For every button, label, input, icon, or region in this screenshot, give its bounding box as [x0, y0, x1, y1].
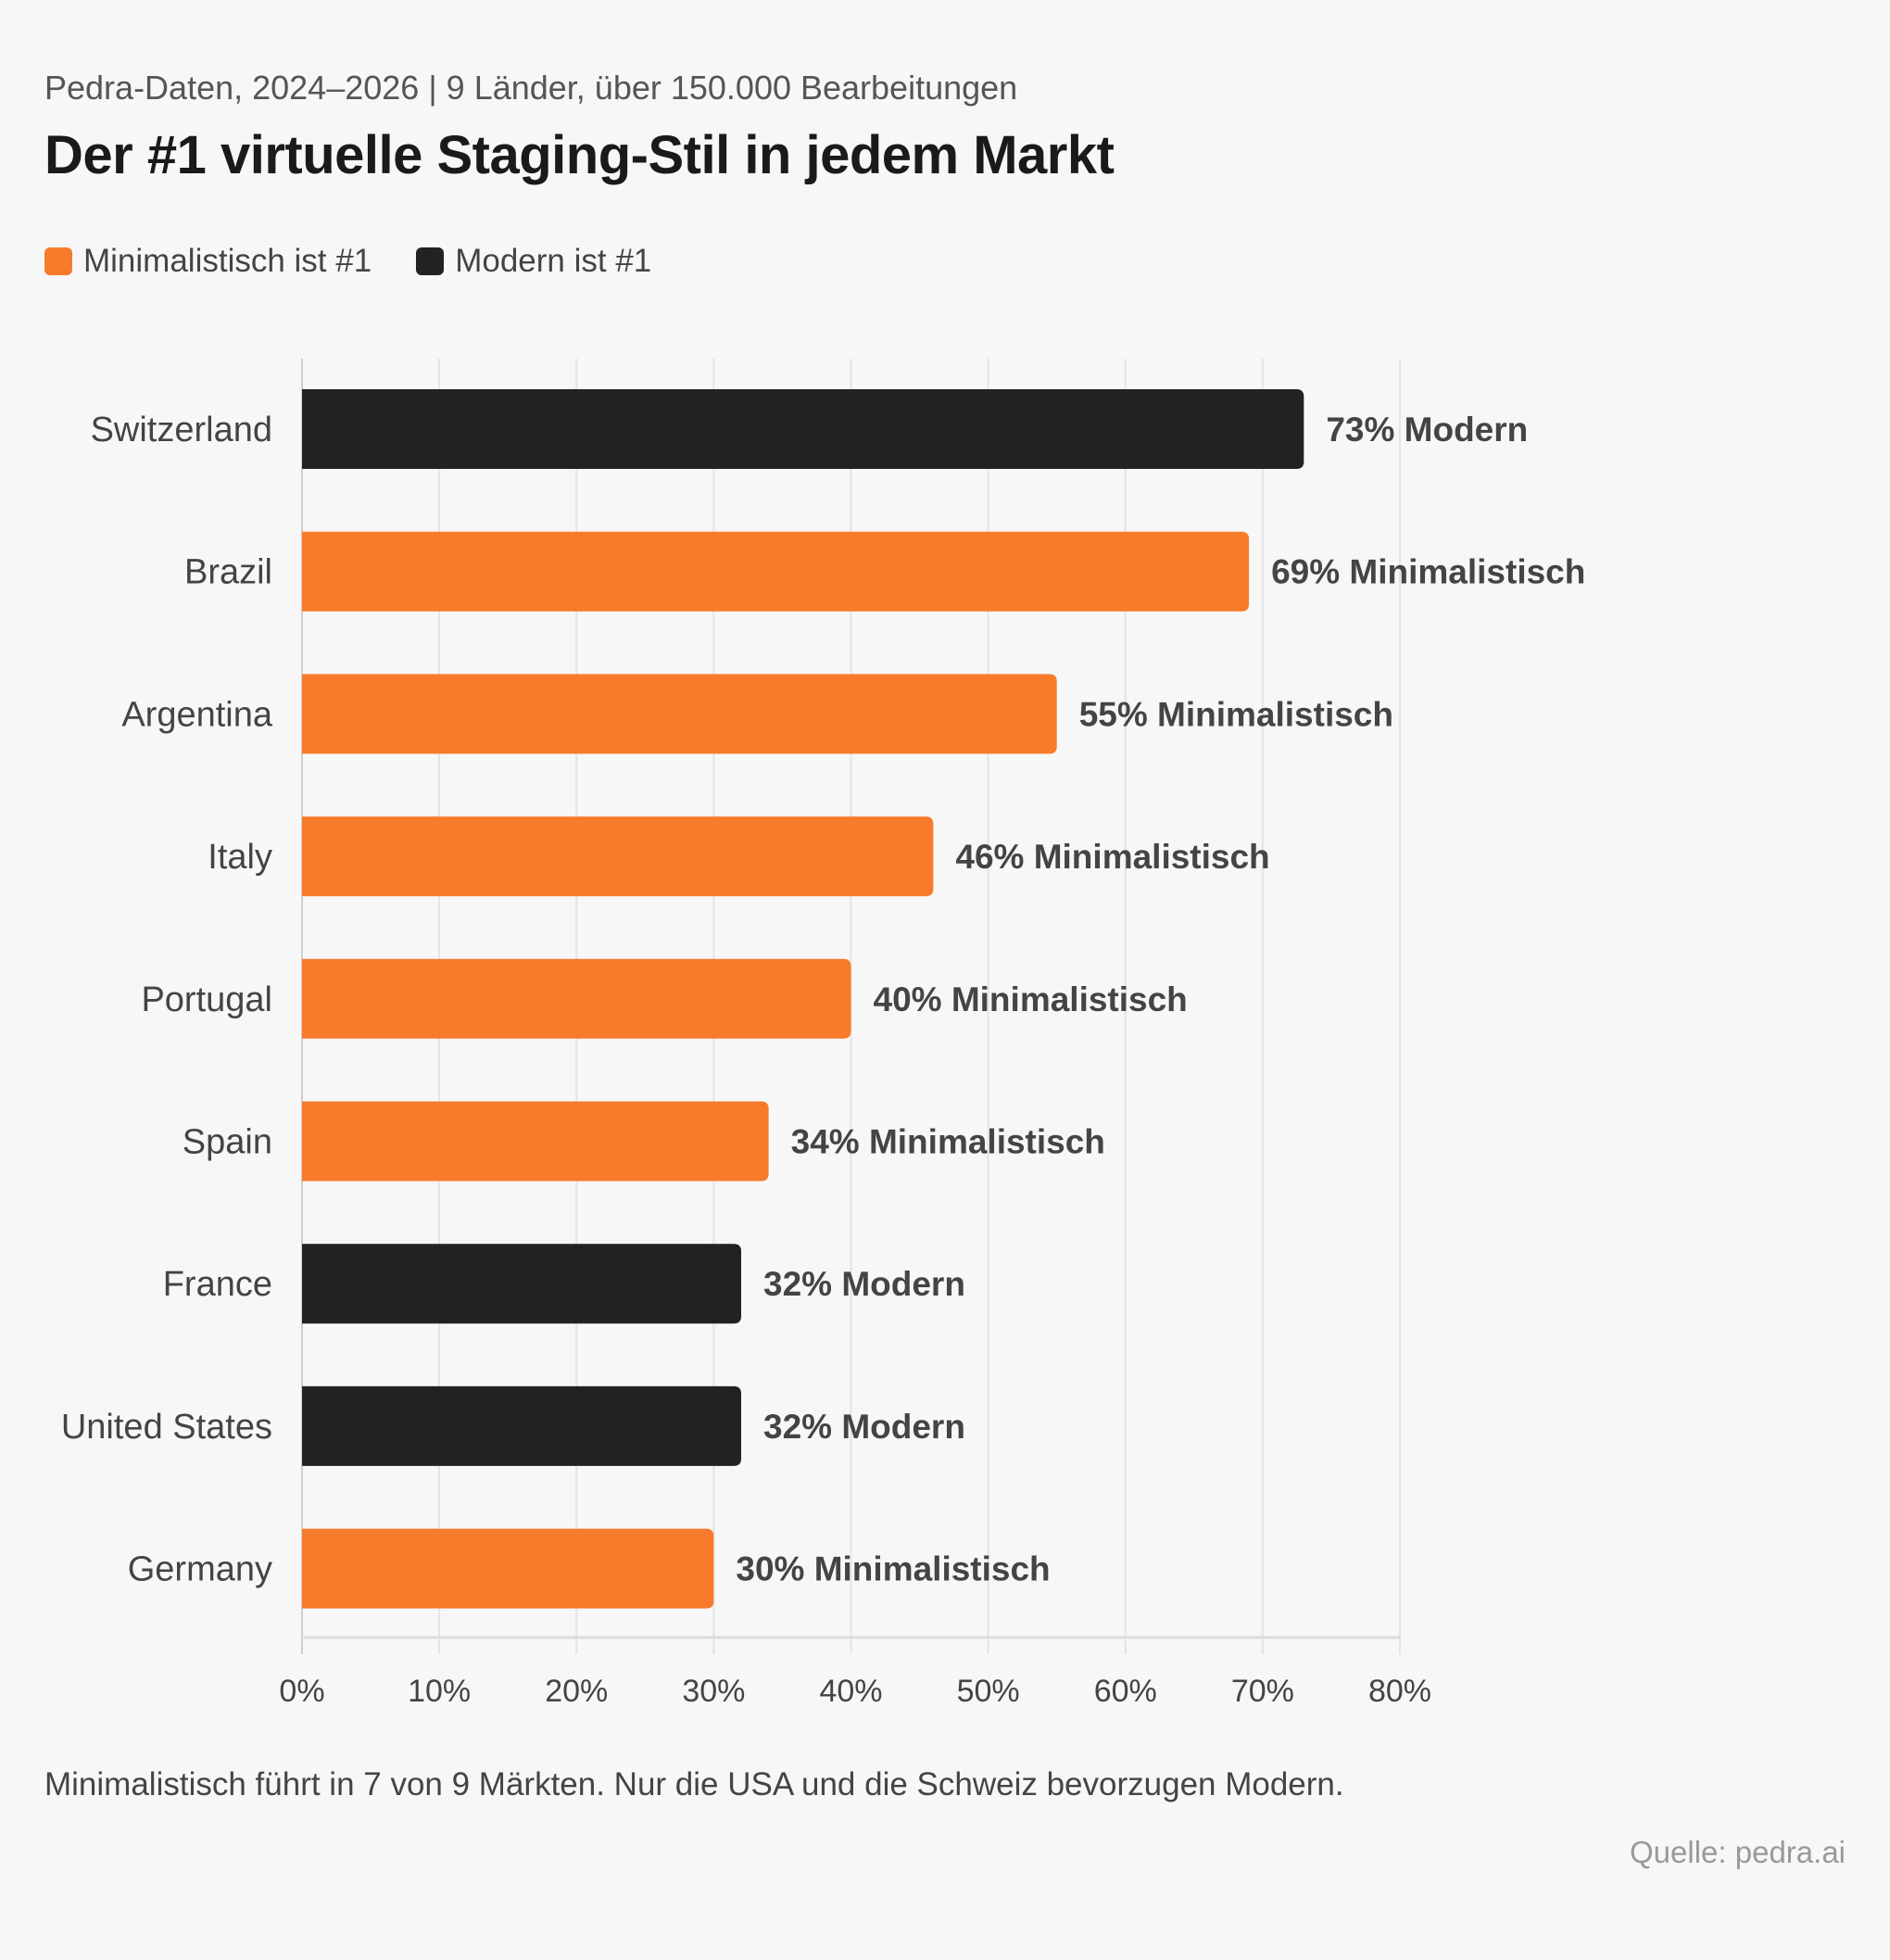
bar-spain	[302, 1101, 769, 1182]
data-label: 40% Minimalistisch	[874, 980, 1188, 1018]
data-label: 30% Minimalistisch	[736, 1550, 1050, 1588]
bar-portugal	[302, 958, 851, 1039]
data-label: 32% Modern	[763, 1408, 965, 1446]
x-tick-label: 50%	[957, 1674, 1020, 1709]
chart-footnote: Minimalistisch führt in 7 von 9 Märkten.…	[44, 1766, 1344, 1802]
x-tick-label: 30%	[682, 1674, 745, 1709]
chart-title: Der #1 virtuelle Staging-Stil in jedem M…	[44, 125, 1115, 185]
data-label: 32% Modern	[763, 1265, 965, 1303]
x-tick-label: 0%	[279, 1674, 324, 1709]
legend-item-modern: Modern ist #1	[416, 243, 651, 280]
category-label: France	[163, 1265, 272, 1304]
category-label: Switzerland	[91, 411, 272, 449]
x-tick-label: 40%	[819, 1674, 882, 1709]
bar-united-states	[302, 1385, 741, 1466]
legend-swatch-modern	[416, 247, 445, 275]
x-tick-label: 10%	[408, 1674, 471, 1709]
chart-source: Quelle: pedra.ai	[1630, 1835, 1846, 1869]
x-tick-label: 20%	[545, 1674, 608, 1709]
x-tick-label: 60%	[1094, 1674, 1157, 1709]
data-label: 55% Minimalistisch	[1079, 695, 1393, 733]
data-label: 73% Modern	[1326, 411, 1528, 449]
chart-subtitle: Pedra-Daten, 2024–2026 | 9 Länder, über …	[44, 69, 1018, 107]
x-tick-label: 70%	[1231, 1674, 1294, 1709]
x-tick-label: 80%	[1368, 1674, 1431, 1709]
legend-label: Modern ist #1	[455, 243, 652, 279]
legend-item-minimalistisch: Minimalistisch ist #1	[44, 243, 372, 280]
legend-label: Minimalistisch ist #1	[83, 243, 372, 279]
category-label: Italy	[208, 838, 272, 877]
bar-france	[302, 1244, 741, 1324]
bar-italy	[302, 816, 934, 897]
category-label: Spain	[183, 1123, 272, 1162]
bar-argentina	[302, 674, 1057, 754]
category-label: Germany	[128, 1550, 272, 1589]
legend: Minimalistisch ist #1 Modern ist #1	[44, 243, 651, 280]
bar-germany	[302, 1528, 714, 1609]
legend-swatch-minimalistisch	[44, 247, 72, 275]
category-label: United States	[61, 1408, 272, 1447]
bar-brazil	[302, 531, 1250, 612]
data-label: 69% Minimalistisch	[1271, 553, 1585, 591]
category-label: Argentina	[121, 695, 273, 734]
category-label: Brazil	[184, 553, 272, 592]
data-label: 46% Minimalistisch	[955, 838, 1269, 876]
bar-switzerland	[302, 389, 1304, 469]
data-label: 34% Minimalistisch	[791, 1123, 1105, 1161]
category-label: Portugal	[141, 980, 272, 1019]
